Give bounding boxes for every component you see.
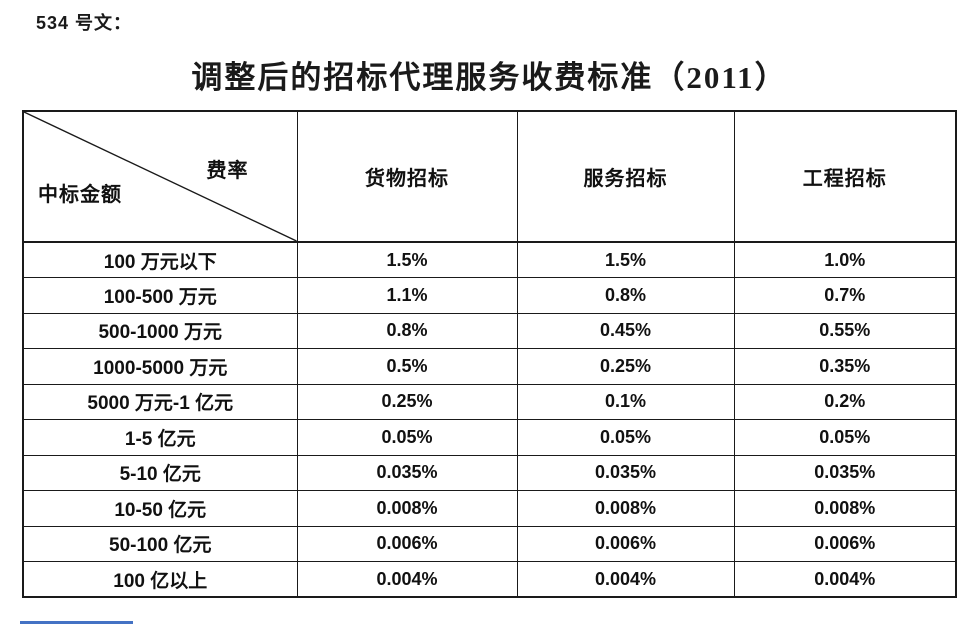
- rate-engineering: 0.05%: [733, 419, 957, 456]
- rate-goods: 0.8%: [296, 312, 518, 349]
- rate-engineering: 0.55%: [733, 312, 957, 349]
- row-range-label: 100 亿以上: [22, 561, 298, 598]
- rate-goods: 0.006%: [296, 525, 518, 562]
- rate-engineering: 0.006%: [733, 525, 957, 562]
- rate-engineering: 0.7%: [733, 277, 957, 314]
- rate-services: 0.05%: [516, 419, 735, 456]
- table-row: 5000 万元-1 亿元 0.25% 0.1% 0.2%: [22, 383, 957, 420]
- rate-engineering: 0.004%: [733, 561, 957, 598]
- table-row: 10-50 亿元 0.008% 0.008% 0.008%: [22, 490, 957, 527]
- table-header-row: 费率 中标金额 货物招标 服务招标 工程招标: [22, 110, 957, 243]
- diagonal-divider-line: [24, 112, 297, 241]
- row-range-label: 5000 万元-1 亿元: [22, 383, 298, 420]
- corner-label-rate: 费率: [206, 160, 249, 182]
- row-range-label: 50-100 亿元: [22, 525, 298, 562]
- row-range-label: 100-500 万元: [22, 277, 298, 314]
- rate-goods: 0.5%: [296, 348, 518, 385]
- rate-services: 0.004%: [516, 561, 735, 598]
- table-row: 500-1000 万元 0.8% 0.45% 0.55%: [22, 312, 957, 349]
- rate-services: 0.006%: [516, 525, 735, 562]
- rate-engineering: 0.2%: [733, 383, 957, 420]
- corner-label-amount: 中标金额: [38, 184, 122, 206]
- table-row: 100-500 万元 1.1% 0.8% 0.7%: [22, 277, 957, 314]
- table-row: 100 万元以下 1.5% 1.5% 1.0%: [22, 241, 957, 278]
- row-range-label: 500-1000 万元: [22, 312, 298, 349]
- column-header-services: 服务招标: [516, 110, 735, 243]
- row-range-label: 1-5 亿元: [22, 419, 298, 456]
- row-range-label: 100 万元以下: [22, 241, 298, 278]
- page-title: 调整后的招标代理服务收费标准（2011）: [191, 60, 788, 95]
- rate-services: 1.5%: [516, 241, 735, 278]
- rate-services: 0.1%: [516, 383, 735, 420]
- table-row: 100 亿以上 0.004% 0.004% 0.004%: [22, 561, 957, 598]
- accent-underline: [20, 621, 133, 624]
- diagonal-corner-cell: 费率 中标金额: [22, 110, 298, 243]
- table-row: 50-100 亿元 0.006% 0.006% 0.006%: [22, 525, 957, 562]
- rate-services: 0.45%: [516, 312, 735, 349]
- row-range-label: 10-50 亿元: [22, 490, 298, 527]
- table-row: 5-10 亿元 0.035% 0.035% 0.035%: [22, 454, 957, 491]
- rate-services: 0.035%: [516, 454, 735, 491]
- column-header-engineering: 工程招标: [733, 110, 957, 243]
- rate-goods: 1.5%: [296, 241, 518, 278]
- column-header-goods: 货物招标: [296, 110, 518, 243]
- table-row: 1-5 亿元 0.05% 0.05% 0.05%: [22, 419, 957, 456]
- fee-rate-table: 费率 中标金额 货物招标 服务招标 工程招标 100 万元以下 1.5% 1.5…: [22, 110, 957, 598]
- rate-goods: 0.004%: [296, 561, 518, 598]
- rate-goods: 0.035%: [296, 454, 518, 491]
- table-row: 1000-5000 万元 0.5% 0.25% 0.35%: [22, 348, 957, 385]
- rate-goods: 0.25%: [296, 383, 518, 420]
- rate-engineering: 0.35%: [733, 348, 957, 385]
- rate-services: 0.8%: [516, 277, 735, 314]
- rate-engineering: 0.035%: [733, 454, 957, 491]
- row-range-label: 1000-5000 万元: [22, 348, 298, 385]
- rate-goods: 1.1%: [296, 277, 518, 314]
- rate-services: 0.008%: [516, 490, 735, 527]
- rate-goods: 0.008%: [296, 490, 518, 527]
- document-number-label: 534 号文：: [36, 13, 133, 33]
- rate-goods: 0.05%: [296, 419, 518, 456]
- rate-engineering: 1.0%: [733, 241, 957, 278]
- rate-services: 0.25%: [516, 348, 735, 385]
- rate-engineering: 0.008%: [733, 490, 957, 527]
- row-range-label: 5-10 亿元: [22, 454, 298, 491]
